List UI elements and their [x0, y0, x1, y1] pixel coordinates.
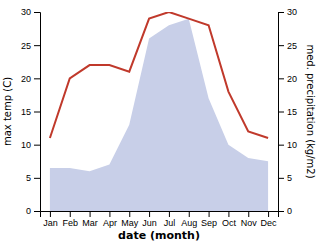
x-tick-mark — [129, 211, 130, 217]
y2-tick: 0 — [278, 206, 292, 216]
x-tick-mark — [50, 211, 51, 217]
x-tick: Sep — [201, 211, 217, 228]
x-tick: Feb — [62, 211, 78, 228]
y2-tick: 25 — [278, 41, 297, 51]
x-tick-mark — [169, 211, 170, 217]
x-tick-mark — [149, 211, 150, 217]
x-tick-label: Jun — [142, 218, 157, 228]
y2-tick-label: 25 — [287, 41, 297, 51]
y2-axis-line — [279, 13, 285, 212]
y-tick-mark — [34, 211, 40, 212]
y-tick-mark — [34, 112, 40, 113]
y-tick-mark — [34, 12, 40, 13]
y-tick: 15 — [21, 107, 40, 117]
y-tick-mark — [34, 178, 40, 179]
y2-tick-label: 5 — [287, 173, 292, 183]
y-tick-mark — [34, 45, 40, 46]
y-tick: 30 — [21, 7, 40, 17]
y-tick-label: 0 — [26, 206, 31, 216]
y2-tick-mark — [278, 178, 284, 179]
precipitation-area — [50, 19, 268, 211]
y-axis: 0 5 10 15 20 25 30 — [21, 7, 41, 216]
y-tick-label: 20 — [21, 74, 31, 84]
y2-tick: 5 — [278, 173, 292, 183]
x-tick: Jun — [142, 211, 157, 228]
y2-tick-mark — [278, 78, 284, 79]
y-tick-label: 10 — [21, 140, 31, 150]
x-tick: Jul — [164, 211, 176, 228]
y2-tick-mark — [278, 145, 284, 146]
x-tick-mark — [209, 211, 210, 217]
y-axis-line — [34, 13, 41, 212]
y2-tick: 15 — [278, 107, 297, 117]
x-tick: Oct — [222, 211, 237, 228]
y-tick-mark — [34, 78, 40, 79]
x-tick-label: Nov — [241, 218, 258, 228]
y-tick: 20 — [21, 74, 40, 84]
y2-tick-label: 15 — [287, 107, 297, 117]
y2-tick-mark — [278, 45, 284, 46]
x-axis-line — [41, 212, 279, 218]
y-tick: 10 — [21, 140, 40, 150]
x-tick-mark — [109, 211, 110, 217]
y-tick-label: 5 — [26, 173, 31, 183]
x-tick: Aug — [181, 211, 197, 228]
x-axis-title: date (month) — [118, 229, 200, 242]
x-tick: Nov — [241, 211, 258, 228]
x-tick-label: May — [121, 218, 139, 228]
y2-tick-mark — [278, 211, 284, 212]
y2-tick-label: 30 — [287, 7, 297, 17]
x-axis: Jan Feb Mar Apr MayJun Jul Aug Sep Oct NovDec — [41, 211, 279, 228]
y2-axis: 0 5 10 15 20 25 30 — [278, 7, 297, 216]
y2-tick-label: 0 — [287, 206, 292, 216]
y-tick: 5 — [26, 173, 40, 183]
y2-tick: 30 — [278, 7, 297, 17]
x-tick: Apr — [103, 211, 117, 228]
x-tick-mark — [90, 211, 91, 217]
chart: Jan Feb Mar Apr MayJun Jul Aug Sep Oct NovDec 0 5 10… — [0, 0, 318, 247]
x-tick-label: Aug — [181, 218, 197, 228]
y2-tick-label: 10 — [287, 140, 297, 150]
x-tick-label: Jul — [164, 218, 176, 228]
y2-axis-title: med. precipitation (kg/m2) — [305, 44, 316, 178]
temperature-line — [50, 12, 268, 138]
x-tick-label: Apr — [103, 218, 117, 228]
marks — [50, 12, 268, 211]
x-tick-mark — [70, 211, 71, 217]
x-tick-label: Sep — [201, 218, 217, 228]
y-axis-title: max temp (C) — [2, 77, 13, 146]
y2-tick: 10 — [278, 140, 297, 150]
y-tick-label: 30 — [21, 7, 31, 17]
x-tick: Mar — [82, 211, 98, 228]
x-tick-mark — [189, 211, 190, 217]
y-tick-label: 15 — [21, 107, 31, 117]
x-tick-mark — [248, 211, 249, 217]
x-tick: Dec — [261, 211, 278, 228]
x-tick-mark — [268, 211, 269, 217]
y-tick: 0 — [26, 206, 40, 216]
x-tick-label: Jan — [43, 218, 58, 228]
plot: Jan Feb Mar Apr MayJun Jul Aug Sep Oct NovDec 0 5 10… — [21, 7, 297, 228]
y-tick-label: 25 — [21, 41, 31, 51]
y-tick: 25 — [21, 41, 40, 51]
y2-tick: 20 — [278, 74, 297, 84]
y-tick-mark — [34, 145, 40, 146]
x-tick-mark — [228, 211, 229, 217]
x-tick-label: Dec — [261, 218, 278, 228]
y2-tick-label: 20 — [287, 74, 297, 84]
y2-tick-mark — [278, 12, 284, 13]
x-tick: May — [121, 211, 139, 228]
x-tick-label: Oct — [222, 218, 237, 228]
x-tick-label: Mar — [82, 218, 98, 228]
x-tick-label: Feb — [62, 218, 78, 228]
y2-tick-mark — [278, 112, 284, 113]
x-tick: Jan — [43, 211, 58, 228]
